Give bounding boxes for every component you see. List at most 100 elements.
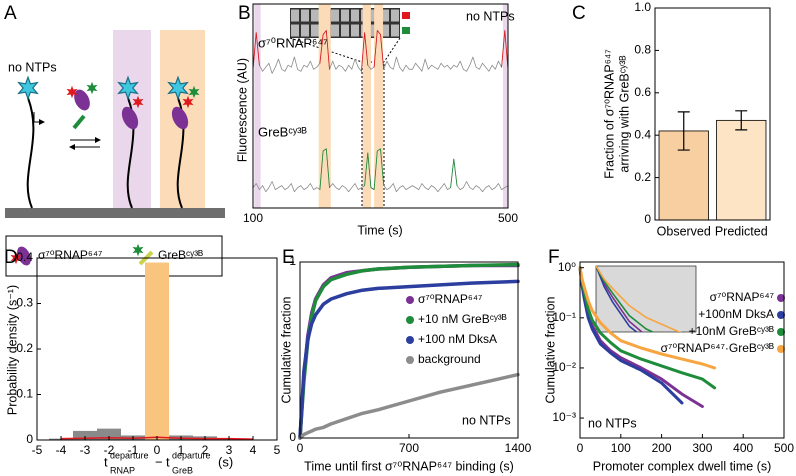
dye <box>86 81 98 95</box>
legend-box <box>5 235 223 277</box>
x-axis-label: (s) <box>218 454 233 469</box>
panel-letter: B <box>238 3 251 24</box>
plot-frame <box>252 3 509 209</box>
x-tick-label: 500 <box>774 441 794 455</box>
highlight <box>318 4 331 208</box>
x-tick-label: -5 <box>32 443 43 457</box>
x-axis-label: − <box>155 454 163 469</box>
x-tick-label: 4 <box>250 443 257 457</box>
legend-label: +100nM DksA <box>698 307 774 321</box>
legend-swatch <box>777 311 785 319</box>
greb <box>72 114 86 130</box>
x-axis-label: departure <box>110 450 149 460</box>
series-line <box>252 30 509 72</box>
x-tick-label: 0 <box>154 443 161 457</box>
series-line <box>596 266 644 332</box>
error-bar <box>677 111 690 151</box>
legend-label: background <box>418 352 481 366</box>
x-tick-label: 200 <box>652 441 672 455</box>
panel-letter: E <box>282 247 295 268</box>
error-bar <box>735 110 748 131</box>
annotation: no NTPs <box>8 60 57 74</box>
panel-letter: A <box>4 3 17 24</box>
x-tick-label: 5 <box>274 443 281 457</box>
panel-letter: C <box>572 3 586 24</box>
series-line <box>298 279 520 440</box>
series-line <box>298 263 520 440</box>
histogram-bar <box>97 428 121 440</box>
series-label: GreBᶜʸ³ᴮ <box>258 124 307 139</box>
dye <box>18 76 38 100</box>
y-tick-label: 0.2 <box>16 341 33 355</box>
y-tick-label: 0 <box>289 430 296 444</box>
x-tick-label: 2 <box>202 443 209 457</box>
x-axis-label: Time (s) <box>357 223 402 237</box>
y-tick-label: 0.8 <box>634 43 651 57</box>
highlight <box>362 4 371 208</box>
legend-label: +10 nM GreBᶜʸ³ᴮ <box>418 312 507 326</box>
y-axis-label: Cumulative fraction <box>279 296 293 403</box>
x-tick-label: 300 <box>692 441 712 455</box>
legend-label: +10nM GreBᶜʸ³ᴮ <box>689 324 774 338</box>
series-line <box>596 266 683 332</box>
legend-swatch <box>777 328 785 336</box>
x-tick-label: -4 <box>56 443 67 457</box>
y-tick-label: 10⁻² <box>552 360 576 374</box>
legend-label: σ⁷⁰RNAP⁶⁴⁷ <box>710 290 774 304</box>
legend-label: +100 nM DksA <box>418 332 497 346</box>
x-tick-label: Predicted <box>715 224 768 238</box>
bar <box>716 119 767 221</box>
series-label: σ⁷⁰RNAP⁶⁴⁷ <box>258 35 328 50</box>
arrow <box>33 112 45 125</box>
y-tick-label: 0 <box>26 432 33 446</box>
legend-label: σ⁷⁰RNAP⁶⁴⁷·GreBᶜʸ³ᴮ <box>661 341 774 355</box>
histogram-bar <box>73 430 97 440</box>
y-axis-label: Fraction of σ⁷⁰RNAP⁶⁴⁷ <box>602 49 616 179</box>
series-line <box>298 262 520 440</box>
x-tick-label: 1 <box>178 443 185 457</box>
x-tick-label: Observed <box>657 224 711 238</box>
x-tick-label: -1 <box>128 443 139 457</box>
legend-swatch <box>406 316 414 324</box>
annotation: no NTPs <box>462 413 511 427</box>
x-tick-label: 3 <box>226 443 233 457</box>
x-tick-label: -2 <box>104 443 115 457</box>
y-tick-label: 0 <box>644 212 651 226</box>
series-line <box>596 266 638 332</box>
channel-marker <box>402 12 410 19</box>
y-axis-label: Probability density (s⁻¹) <box>5 285 19 415</box>
inset-box <box>595 265 697 333</box>
x-tick-label: 0 <box>297 441 304 455</box>
legend-swatch <box>406 296 414 304</box>
legend-swatch <box>777 294 785 302</box>
legend-label: σ⁷⁰RNAP⁶⁴⁷ <box>418 292 482 306</box>
x-tick-label: 1400 <box>505 441 532 455</box>
panel-letter: D <box>4 247 18 268</box>
x-axis-label: Promoter complex dwell time (s) <box>593 459 772 473</box>
rnap <box>121 106 139 130</box>
x-axis-label: departure <box>172 450 211 460</box>
series-line <box>578 266 717 370</box>
connector <box>383 37 401 63</box>
series-line <box>596 266 655 332</box>
plot-frame <box>654 7 771 221</box>
y-axis-label: Cumulative fraction <box>543 296 557 403</box>
panel-a: A no NTPs σ⁷⁰RNAP⁶⁴⁷ GreBᶜʸ³ᴮ <box>4 3 225 277</box>
panel-letter: F <box>548 247 560 268</box>
rnap <box>74 89 90 111</box>
channel-marker <box>402 27 410 34</box>
legend-swatch <box>406 356 414 364</box>
y-tick-label: 0.4 <box>634 127 651 141</box>
x-tick-label: 100 <box>611 441 631 455</box>
y-tick-label: 0.3 <box>16 296 33 310</box>
dna <box>26 97 35 209</box>
x-tick-label: 100 <box>243 211 263 225</box>
x-tick-label: -3 <box>80 443 91 457</box>
legend-swatch <box>406 336 414 344</box>
y-tick-label: 0.4 <box>16 250 33 264</box>
y-tick-label: 1.0 <box>634 0 651 14</box>
y-tick-label: 10⁰ <box>558 260 576 274</box>
legend-swatch <box>777 345 785 353</box>
